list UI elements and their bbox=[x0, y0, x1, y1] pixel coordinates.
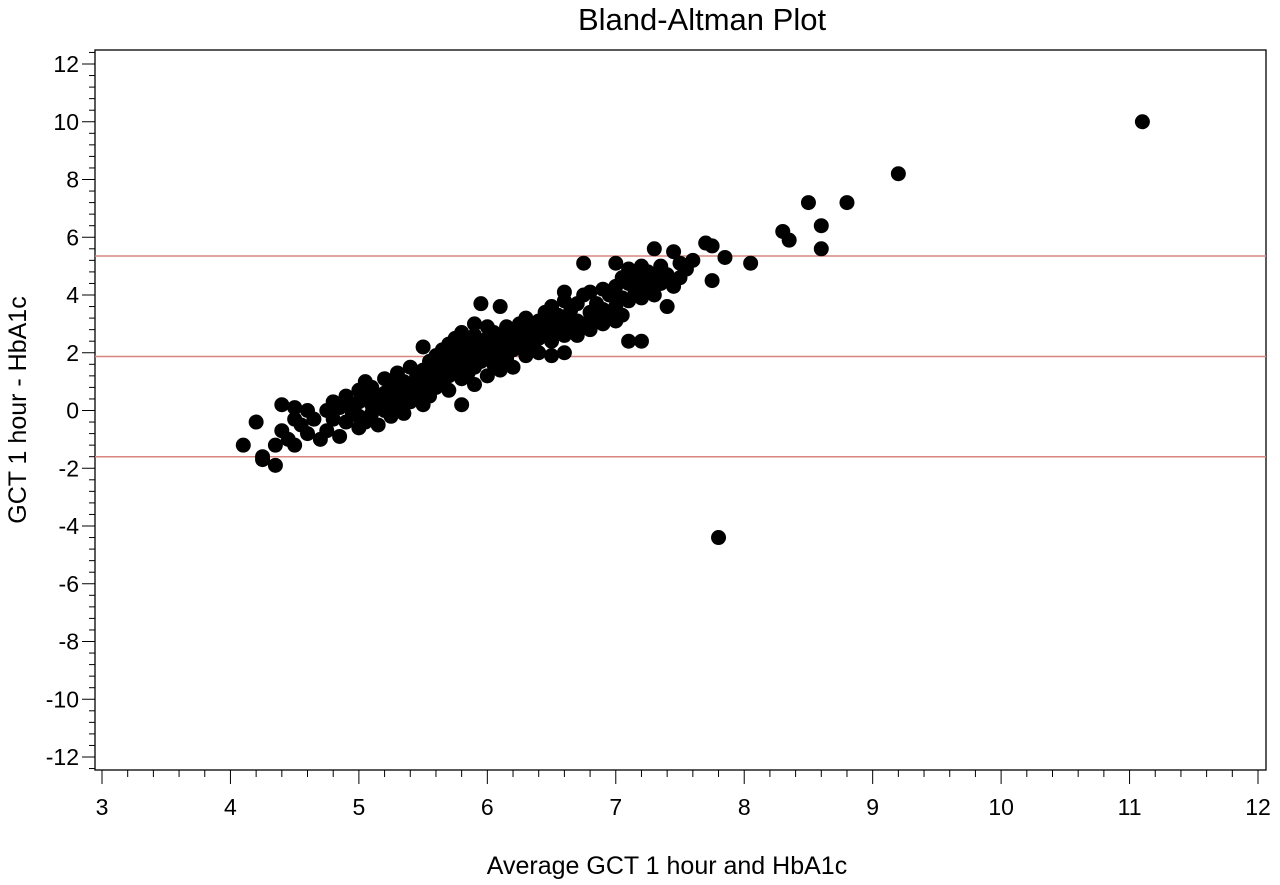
data-point bbox=[332, 400, 348, 416]
data-point bbox=[659, 267, 675, 283]
data-point bbox=[492, 299, 508, 315]
data-point bbox=[332, 428, 348, 444]
y-tick-label: 8 bbox=[66, 167, 79, 193]
y-tick-label: 2 bbox=[66, 340, 79, 366]
x-tick-label: 9 bbox=[866, 794, 879, 820]
data-point bbox=[248, 414, 264, 430]
x-tick-label: 12 bbox=[1245, 794, 1271, 820]
data-point bbox=[576, 255, 592, 271]
data-point bbox=[1134, 114, 1150, 130]
data-point bbox=[704, 273, 720, 289]
data-point bbox=[473, 296, 489, 312]
data-point bbox=[781, 232, 797, 248]
data-point bbox=[569, 327, 585, 343]
data-point bbox=[621, 333, 637, 349]
x-tick-label: 3 bbox=[96, 794, 109, 820]
data-point bbox=[287, 437, 303, 453]
x-axis-label: Average GCT 1 hour and HbA1c bbox=[487, 852, 847, 880]
data-points bbox=[235, 114, 1150, 546]
data-point bbox=[839, 195, 855, 211]
data-point bbox=[544, 348, 560, 364]
x-tick-label: 11 bbox=[1118, 794, 1142, 820]
data-point bbox=[267, 437, 283, 453]
y-tick-label: 0 bbox=[66, 398, 79, 424]
data-point bbox=[659, 299, 675, 315]
data-point bbox=[300, 426, 316, 442]
x-tick-label: 4 bbox=[224, 794, 237, 820]
y-tick-label: -12 bbox=[46, 744, 79, 770]
data-point bbox=[608, 255, 624, 271]
data-point bbox=[466, 316, 482, 332]
y-tick-label: 4 bbox=[66, 282, 79, 308]
data-point bbox=[595, 316, 611, 332]
y-tick-label: -2 bbox=[59, 455, 79, 481]
data-point bbox=[415, 339, 431, 355]
data-point bbox=[518, 310, 534, 326]
data-point bbox=[813, 218, 829, 234]
y-tick-label: -10 bbox=[46, 686, 79, 712]
data-point bbox=[319, 423, 335, 439]
x-tick-label: 7 bbox=[609, 794, 622, 820]
data-point bbox=[306, 411, 322, 427]
y-tick-label: 6 bbox=[66, 224, 79, 250]
data-point bbox=[556, 345, 572, 361]
data-point bbox=[267, 457, 283, 473]
data-point bbox=[325, 411, 341, 427]
data-point bbox=[479, 368, 495, 384]
data-point bbox=[666, 244, 682, 260]
axis-ticks: 3 4 5 6 7 8 9 10 11 12 -12 -10 -8 -6 -4 -2 0 2 4 6 8 10 12 bbox=[46, 51, 1271, 820]
data-point bbox=[454, 397, 470, 413]
plot-frame bbox=[94, 49, 1267, 771]
data-point bbox=[274, 397, 290, 413]
data-point bbox=[492, 362, 508, 378]
data-point bbox=[646, 287, 662, 303]
data-point bbox=[441, 382, 457, 398]
data-point bbox=[531, 345, 547, 361]
data-point bbox=[235, 437, 251, 453]
y-tick-label: -8 bbox=[59, 629, 79, 655]
data-point bbox=[813, 241, 829, 257]
data-point bbox=[466, 377, 482, 393]
x-tick-label: 5 bbox=[352, 794, 365, 820]
data-point bbox=[717, 249, 733, 265]
x-tick-label: 6 bbox=[481, 794, 494, 820]
y-axis-label: GCT 1 hour - HbA1c bbox=[4, 296, 32, 523]
data-point bbox=[711, 530, 727, 546]
data-point bbox=[800, 195, 816, 211]
data-point bbox=[646, 241, 662, 257]
data-point bbox=[614, 307, 630, 323]
data-point bbox=[505, 359, 521, 375]
plot-area-border bbox=[94, 49, 1267, 771]
data-point bbox=[743, 255, 759, 271]
x-tick-label: 10 bbox=[988, 794, 1014, 820]
chart-title: Bland-Altman Plot bbox=[578, 2, 827, 37]
data-point bbox=[370, 417, 386, 433]
y-tick-label: 10 bbox=[53, 109, 79, 135]
data-point bbox=[255, 449, 271, 465]
data-point bbox=[396, 405, 412, 421]
y-tick-label: 12 bbox=[53, 51, 79, 77]
y-tick-label: -4 bbox=[59, 513, 80, 539]
data-point bbox=[287, 400, 303, 416]
data-point bbox=[633, 333, 649, 349]
data-point bbox=[544, 333, 560, 349]
x-tick-label: 8 bbox=[738, 794, 751, 820]
data-point bbox=[685, 252, 701, 268]
y-tick-label: -6 bbox=[59, 571, 79, 597]
data-point bbox=[890, 166, 906, 182]
data-point bbox=[556, 284, 572, 300]
data-point bbox=[582, 284, 598, 300]
data-point bbox=[364, 379, 380, 395]
data-point bbox=[582, 322, 598, 338]
data-point bbox=[704, 238, 720, 254]
